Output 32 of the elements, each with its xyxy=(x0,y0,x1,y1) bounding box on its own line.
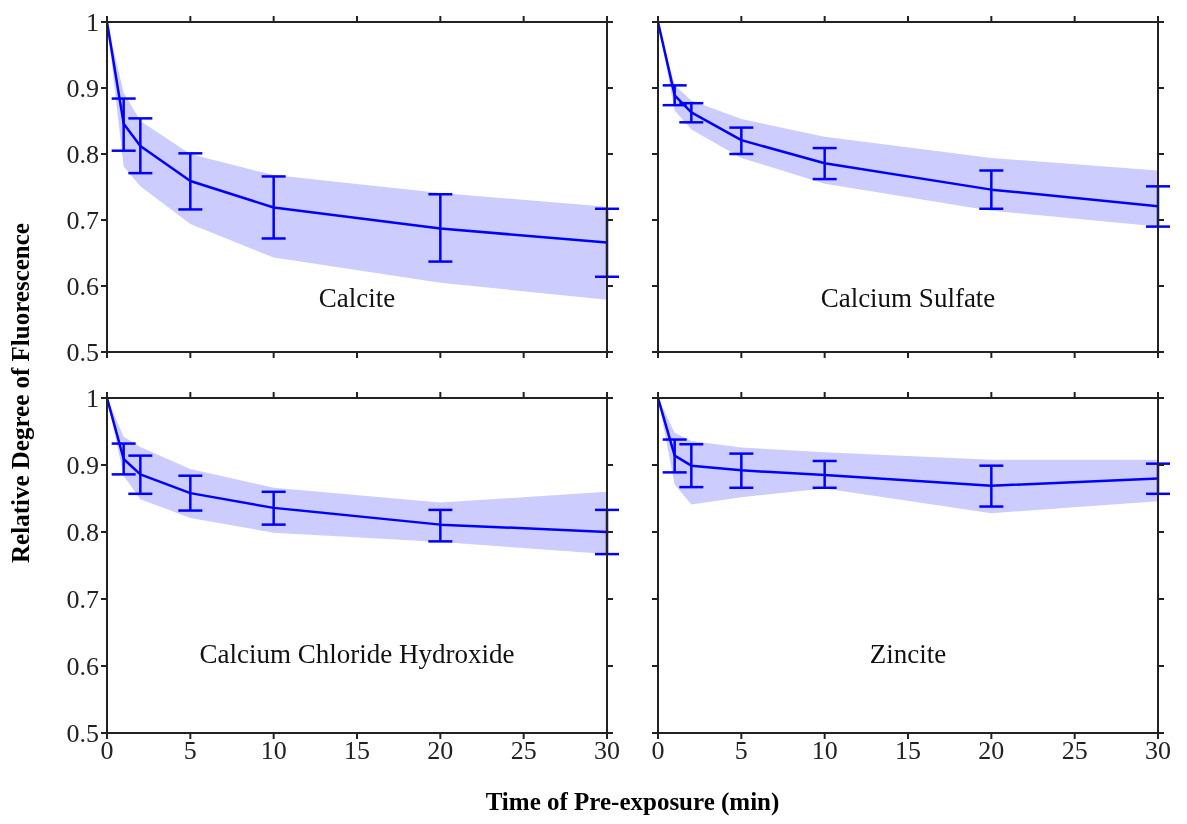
x-tick-label: 20 xyxy=(427,736,454,766)
x-tick-label: 10 xyxy=(811,736,838,766)
x-tick-label: 5 xyxy=(183,736,197,766)
y-tick-label: 1 xyxy=(86,8,99,38)
x-tick-label: 15 xyxy=(344,736,370,766)
x-tick-label: 30 xyxy=(1145,736,1171,766)
y-tick-label: 0.6 xyxy=(66,272,99,302)
annotation: Zincite xyxy=(868,639,948,671)
y-tick-label: 1 xyxy=(86,384,99,414)
x-tick-label: 10 xyxy=(260,736,287,766)
y-tick-label: 0.5 xyxy=(66,338,99,368)
y-tick-label: 0.8 xyxy=(66,140,99,170)
y-tick-label: 0.7 xyxy=(66,585,99,615)
y-tick-label: 0.8 xyxy=(66,518,99,548)
annotation: Calcite xyxy=(317,282,397,314)
annotation: Calcium Chloride Hydroxide xyxy=(198,639,516,671)
x-tick-label: 15 xyxy=(895,736,921,766)
x-tick-label: 25 xyxy=(1061,736,1088,766)
x-tick-label: 5 xyxy=(734,736,748,766)
y-tick-label: 0.6 xyxy=(66,652,99,682)
x-tick-label: 25 xyxy=(510,736,537,766)
annotation: Calcium Sulfate xyxy=(819,282,997,314)
y-tick-label: 0.9 xyxy=(66,74,99,104)
x-tick-label: 0 xyxy=(100,736,114,766)
y-tick-label: 0.9 xyxy=(66,451,99,481)
y-tick-label: 0.7 xyxy=(66,206,99,236)
x-tick-label: 30 xyxy=(594,736,620,766)
x-tick-label: 0 xyxy=(651,736,665,766)
x-tick-label: 20 xyxy=(978,736,1005,766)
y-tick-label: 0.5 xyxy=(66,719,99,749)
y-axis-title: Relative Degree of Fluorescence xyxy=(7,222,35,565)
x-axis-title: Time of Pre-exposure (min) xyxy=(484,788,781,816)
